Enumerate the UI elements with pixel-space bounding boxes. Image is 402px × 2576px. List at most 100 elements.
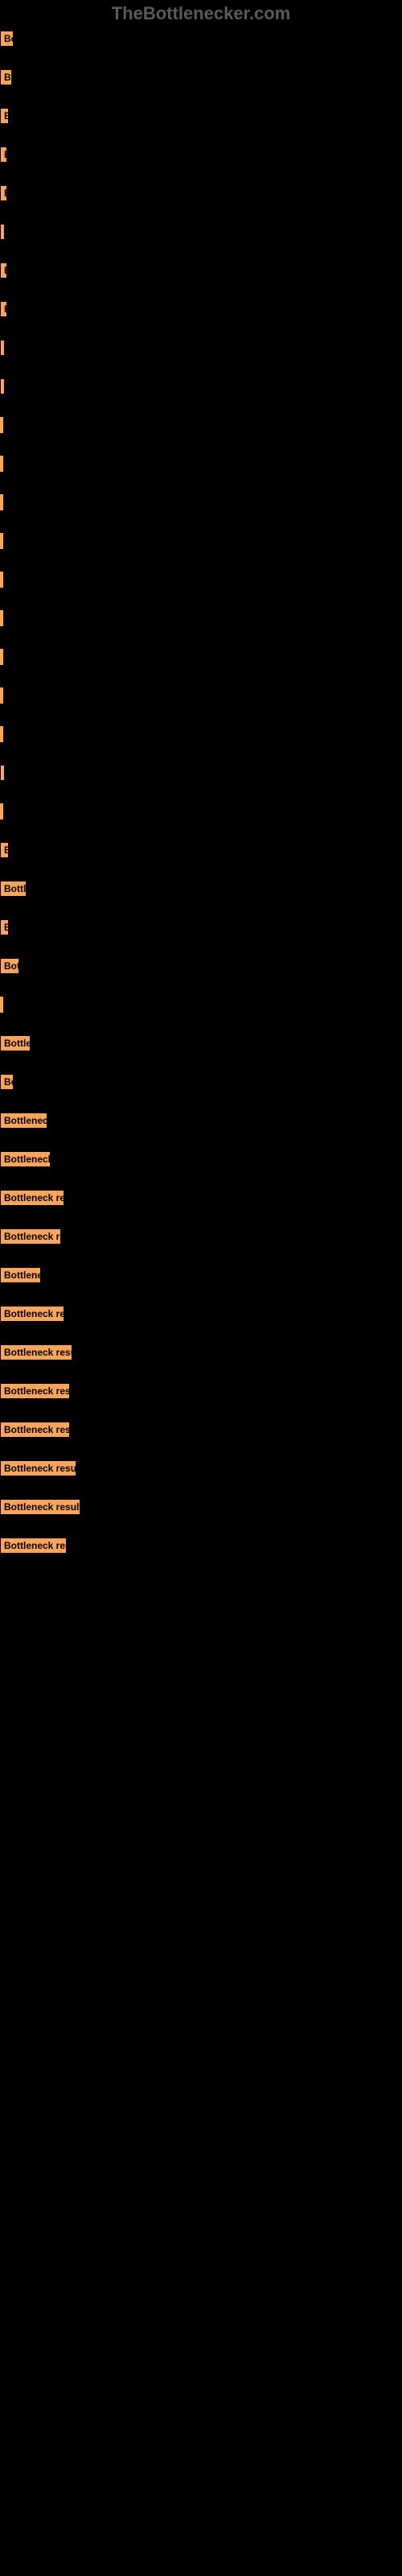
bar: B (0, 108, 9, 124)
bar-row (0, 985, 402, 1024)
bar-row: Bottleneck resul (0, 1333, 402, 1372)
bar: Bottle (0, 1035, 31, 1051)
bar-row: Bottleneck (0, 1101, 402, 1140)
bar (0, 494, 3, 510)
bar: B (0, 185, 7, 201)
bar-label: B (4, 188, 7, 199)
bar-row: Bottlene (0, 1256, 402, 1294)
bar-row: Bo (0, 1063, 402, 1101)
bar (0, 340, 5, 356)
bar (0, 765, 5, 781)
bar-row (0, 599, 402, 638)
bar: Bottleneck result (0, 1460, 76, 1476)
bar-row: Bottleneck results (0, 1488, 402, 1526)
bar-label: Bottleneck (4, 1115, 47, 1126)
bar: Bottleneck (0, 1113, 47, 1129)
bar-row: B (0, 174, 402, 213)
bar-label: B (4, 265, 7, 276)
bar-label: Bo (4, 72, 12, 83)
bar-label: Bot (4, 960, 19, 972)
bar: Bottleneck (0, 1151, 51, 1167)
bar-row (0, 328, 402, 367)
bar-label: B (4, 149, 7, 160)
bar-label: Bottleneck (4, 1154, 51, 1165)
bar (0, 997, 3, 1013)
bar: Bottleneck resu (0, 1383, 70, 1399)
bar-row: Bo (0, 19, 402, 58)
bar-row (0, 638, 402, 676)
bar-row: Bottleneck resu (0, 1372, 402, 1410)
bar (0, 417, 3, 433)
bar: Bottleneck res (0, 1190, 64, 1206)
bar-label: Bo (4, 1076, 14, 1088)
bar-label: Bottleneck resu (4, 1385, 70, 1397)
bar-label: Bottleneck resul (4, 1347, 72, 1358)
bar-row (0, 483, 402, 522)
bar-row: B (0, 831, 402, 869)
bar-row: B (0, 251, 402, 290)
bar (0, 610, 3, 626)
bar-row (0, 753, 402, 792)
bar: B (0, 262, 7, 279)
bar-row: Bot (0, 947, 402, 985)
bar-row (0, 560, 402, 599)
bar: Bottleneck re (0, 1228, 61, 1245)
bar-label: Bottleneck resu (4, 1424, 70, 1435)
bar-label: B (4, 110, 9, 122)
bar (0, 572, 3, 588)
bar (0, 224, 5, 240)
bar-label: Bottle (4, 1038, 31, 1049)
bar-label: B (4, 844, 9, 856)
bar-row: Bottleneck re (0, 1217, 402, 1256)
bar-label: Bottleneck res (4, 1308, 64, 1319)
bar: Bottleneck resu (0, 1422, 70, 1438)
bar (0, 687, 3, 704)
bar (0, 378, 5, 394)
bar-row (0, 522, 402, 560)
bar-row: Bottleneck resu (0, 1410, 402, 1449)
bar-row: B (0, 97, 402, 135)
bar-row: Bottle (0, 1024, 402, 1063)
bar-row: B (0, 290, 402, 328)
bar-label: B (4, 922, 9, 933)
bar-label: Bottleneck res (4, 1192, 64, 1203)
bar (0, 533, 3, 549)
bar-row (0, 715, 402, 753)
bar: Bottleneck res (0, 1538, 67, 1554)
bar-label: Bottlene (4, 1269, 41, 1281)
bar-row: Bottleneck result (0, 1449, 402, 1488)
bar-label: Bottleneck re (4, 1231, 61, 1242)
bar-label: Bottle (4, 883, 27, 894)
bar: Bo (0, 69, 12, 85)
bar-row (0, 444, 402, 483)
bar (0, 726, 3, 742)
bar-chart: Bo Bo B B B B B B Bottle B Bot Bottle Bo Bottleneck Bo… (0, 19, 402, 1565)
bar-label: Bottleneck results (4, 1501, 80, 1513)
bar-row: Bottleneck res (0, 1294, 402, 1333)
bar: Bottle (0, 881, 27, 897)
bar: B (0, 842, 9, 858)
bar-label: Bo (4, 33, 14, 44)
bar: B (0, 919, 9, 935)
bar-label: Bottleneck result (4, 1463, 76, 1474)
bar-row (0, 213, 402, 251)
bar: B (0, 301, 7, 317)
bar-row: Bo (0, 58, 402, 97)
bar-row: Bottleneck res (0, 1526, 402, 1565)
bar-label: Bottleneck res (4, 1540, 67, 1551)
bar (0, 456, 3, 472)
bar: Bottleneck resul (0, 1344, 72, 1360)
bar-row: Bottleneck (0, 1140, 402, 1179)
bar: Bottleneck results (0, 1499, 80, 1515)
bar-label: B (4, 303, 7, 315)
bar: Bo (0, 31, 14, 47)
bar: Bo (0, 1074, 14, 1090)
bar-row: B (0, 908, 402, 947)
bar (0, 649, 3, 665)
bar-row (0, 676, 402, 715)
bar: Bottleneck res (0, 1306, 64, 1322)
bar-row (0, 406, 402, 444)
bar-row: Bottle (0, 869, 402, 908)
bar-row: Bottleneck res (0, 1179, 402, 1217)
bar-row: B (0, 135, 402, 174)
